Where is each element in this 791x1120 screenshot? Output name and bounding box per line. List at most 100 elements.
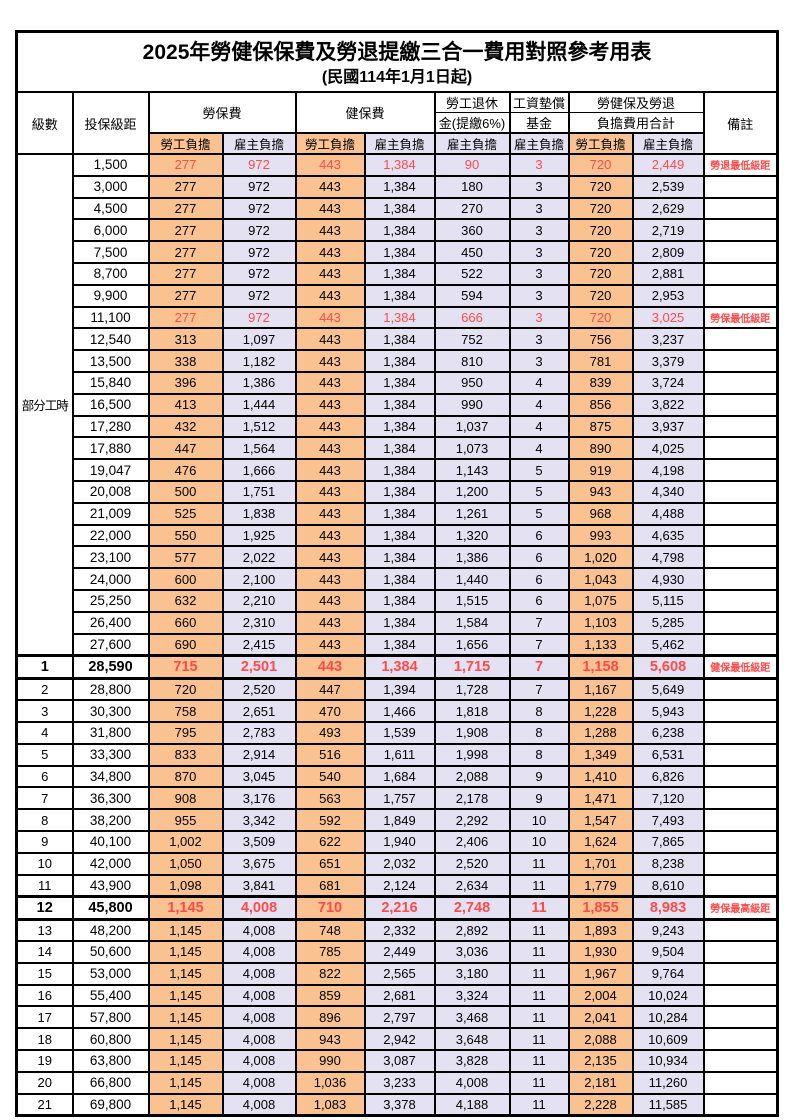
cell-insured-bracket: 38,200 [71, 808, 150, 832]
cell-value: 1,145 [147, 1049, 224, 1073]
cell-insured-bracket: 21,009 [71, 501, 150, 526]
cell-value: 2,406 [433, 829, 511, 854]
cell-value: 1,002 [147, 829, 224, 854]
cell-value: 690 [147, 632, 224, 657]
cell-value: 338 [147, 349, 224, 373]
table-row: 7 36,300 908 3,176 563 1,757 2,178 9 1,471 7,120 [15, 786, 779, 811]
cell-remark [702, 1092, 779, 1117]
cell-value: 10,284 [631, 1005, 705, 1030]
cell-value: 1,384 [363, 523, 436, 548]
cell-value: 856 [567, 392, 634, 417]
table-row: 24,000 600 2,100 443 1,384 1,440 6 1,043 4,930 [17, 567, 779, 591]
cell-value: 1,384 [363, 653, 436, 680]
cell-insured-bracket: 20,008 [71, 479, 150, 504]
cell-insured-bracket: 16,500 [71, 392, 150, 417]
cell-insured-bracket: 53,000 [71, 961, 150, 986]
table-row: 3 30,300 758 2,651 470 1,466 1,818 8 1,228 5,943 [15, 699, 779, 723]
cell-value: 7 [508, 610, 570, 635]
cell-insured-bracket: 13,500 [71, 349, 150, 373]
cell-value: 3,087 [363, 1049, 436, 1073]
table-body: 部分工時 1,500 277 972 443 1,384 90 3 720 2,449 勞退最低級距… [15, 152, 779, 1117]
cell-value: 720 [567, 196, 634, 221]
cell-remark [702, 961, 779, 986]
cell-value: 493 [294, 720, 366, 745]
cell-insured-bracket: 7,500 [71, 240, 150, 264]
cell-insured-bracket: 33,300 [71, 742, 150, 767]
table-row: 27,600 690 2,415 443 1,384 1,656 7 1,133 5,462 [17, 632, 779, 657]
cell-value: 413 [147, 392, 224, 417]
cell-value: 11 [508, 1005, 570, 1030]
table-row: 12,540 313 1,097 443 1,384 752 3 756 3,237 [17, 327, 779, 352]
table-row: 18 60,800 1,145 4,008 943 2,942 3,648 11 2,088 10… [15, 1027, 779, 1052]
cell-value: 563 [294, 786, 366, 811]
cell-value: 9,243 [631, 918, 705, 943]
cell-value: 1,444 [221, 392, 297, 417]
cell-insured-bracket: 1,500 [71, 153, 150, 177]
cell-value: 443 [294, 240, 366, 264]
cell-value: 4,798 [631, 545, 705, 570]
cell-value: 6,531 [631, 742, 705, 767]
cell-value: 1,539 [363, 720, 436, 745]
cell-value: 1,020 [567, 545, 634, 570]
cell-value: 1,384 [363, 283, 436, 308]
cell-value: 3 [508, 283, 570, 308]
cell-value: 443 [294, 523, 366, 548]
cell-value: 710 [294, 894, 366, 921]
table-row: 13,500 338 1,182 443 1,384 810 3 781 3,379 [17, 349, 779, 373]
cell-value: 1,200 [433, 479, 511, 504]
cell-remark [702, 174, 779, 199]
table-row: 部分工時 1,500 277 972 443 1,384 90 3 720 2,449 勞退最低級距 [15, 152, 779, 657]
cell-value: 2,809 [631, 240, 705, 264]
table-row: 19,047 476 1,666 443 1,384 1,143 5 919 4,198 [17, 458, 779, 482]
cell-value: 2,181 [567, 1070, 634, 1095]
cell-value: 3,378 [363, 1092, 436, 1117]
cell-value: 651 [294, 851, 366, 876]
cell-value: 972 [221, 283, 297, 308]
cell-value: 2,881 [631, 261, 705, 286]
cell-remark [702, 196, 779, 221]
cell-value: 2,216 [363, 894, 436, 921]
cell-value: 896 [294, 1005, 366, 1030]
cell-value: 1,564 [221, 436, 297, 461]
cell-value: 1,097 [221, 327, 297, 352]
cell-value: 1,043 [567, 567, 634, 591]
col-header-pension-line2: 金(提繳6%) [433, 112, 511, 134]
premium-table: 2025年勞健保保費及勞退提繳三合一費用對照參考用表 (民國114年1月1日起)… [15, 30, 780, 1117]
cell-value: 720 [567, 174, 634, 199]
cell-value: 270 [433, 196, 511, 221]
cell-value: 715 [147, 653, 224, 680]
cell-value: 10 [508, 829, 570, 854]
cell-value: 1,757 [363, 786, 436, 811]
cell-value: 1,384 [363, 414, 436, 439]
cell-level: 13 [15, 918, 74, 943]
cell-insured-bracket: 4,500 [71, 196, 150, 221]
cell-remark [702, 567, 779, 591]
cell-value: 550 [147, 523, 224, 548]
cell-value: 2,449 [631, 153, 705, 177]
cell-value: 3,841 [221, 873, 297, 898]
cell-remark [702, 370, 779, 395]
cell-value: 3 [508, 305, 570, 330]
cell-remark: 勞保最高級距 [702, 894, 779, 921]
table-row: 23,100 577 2,022 443 1,384 1,386 6 1,020 4,798 [17, 545, 779, 570]
table-row: 11 43,900 1,098 3,841 681 2,124 2,634 11 1,779 8,… [15, 873, 779, 898]
cell-value: 758 [147, 699, 224, 723]
cell-value: 396 [147, 370, 224, 395]
table-row: 25,250 632 2,210 443 1,384 1,515 6 1,075 5,115 [17, 588, 779, 613]
cell-value: 11 [508, 983, 570, 1008]
cell-value: 9,504 [631, 940, 705, 964]
cell-value: 1,410 [567, 764, 634, 789]
cell-value: 972 [221, 305, 297, 330]
table-row: 3,000 277 972 443 1,384 180 3 720 2,539 [17, 174, 779, 199]
cell-value: 2,004 [567, 983, 634, 1008]
cell-value: 7,493 [631, 808, 705, 832]
cell-value: 2,748 [433, 894, 511, 921]
cell-value: 11 [508, 1092, 570, 1117]
cell-value: 972 [221, 196, 297, 221]
cell-value: 3,822 [631, 392, 705, 417]
cell-value: 2,449 [363, 940, 436, 964]
cell-value: 11 [508, 1027, 570, 1052]
cell-value: 277 [147, 174, 224, 199]
cell-insured-bracket: 57,800 [71, 1005, 150, 1030]
cell-value: 9 [508, 764, 570, 789]
